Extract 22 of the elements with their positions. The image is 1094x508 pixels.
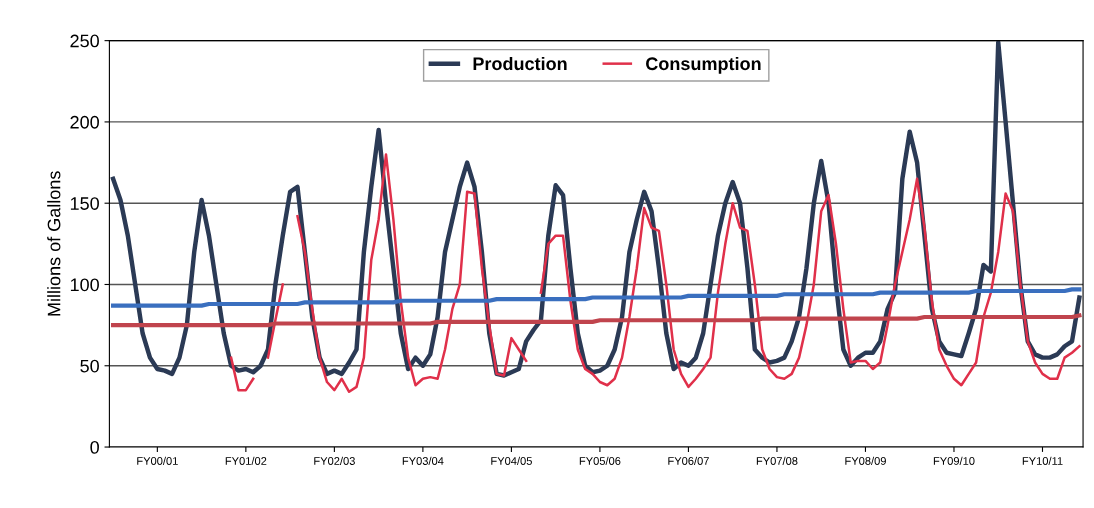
x-tick-label: FY05/06 (579, 456, 621, 465)
x-tick-label: FY02/03 (314, 456, 355, 465)
y-tick-label: 250 (70, 34, 99, 48)
x-tick-label: FY10/11 (1022, 456, 1063, 465)
x-tick-label: FY04/05 (491, 456, 532, 465)
x-tick-label: FY03/04 (402, 456, 444, 465)
x-tick-label: FY06/07 (668, 456, 709, 465)
y-tick-label: 200 (70, 115, 99, 129)
x-tick-label: FY07/08 (756, 456, 798, 465)
x-tick-label: FY01/02 (225, 456, 267, 465)
legend-label: Production (473, 56, 567, 71)
y-tick-label: 100 (70, 278, 99, 292)
x-tick-label: FY00/01 (137, 456, 178, 465)
legend-label: Consumption (646, 56, 761, 74)
y-tick-label: 0 (90, 440, 99, 454)
y-axis-title: Millions of Gallons (47, 171, 61, 316)
y-tick-label: 50 (80, 359, 99, 373)
line-series (111, 287, 1082, 308)
x-tick-label: FY09/10 (933, 456, 975, 465)
y-tick-label: 150 (70, 197, 99, 210)
line-series (111, 313, 1082, 328)
x-tick-label: FY08/09 (845, 456, 886, 465)
